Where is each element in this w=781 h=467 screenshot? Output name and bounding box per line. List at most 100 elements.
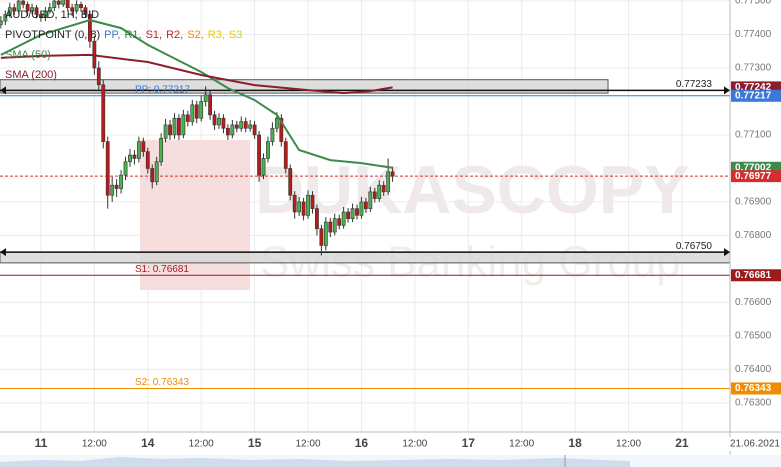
- y-tick-label: 0.76600: [735, 297, 772, 308]
- candle-body: [288, 168, 293, 196]
- candle-body: [194, 104, 199, 119]
- sma-axis-label: 0.77002: [735, 162, 772, 173]
- candle-body: [52, 0, 57, 9]
- x-tick-label: 12:00: [616, 439, 641, 450]
- pivot-axis-label-bg: [731, 269, 781, 282]
- x-tick-label: 14: [141, 436, 155, 450]
- y-tick-label: 0.76400: [735, 364, 772, 375]
- candle-body: [319, 228, 324, 246]
- candle-body: [377, 184, 382, 199]
- candle-body: [234, 124, 239, 129]
- navigator-area: [0, 457, 630, 467]
- pivot-legend-item: R1,: [124, 29, 141, 41]
- candle-body: [47, 7, 52, 12]
- pivot-legend-item: R3,: [208, 29, 225, 41]
- pivot-legend-name: PIVOTPOINT (0, 8): [5, 29, 100, 41]
- candle-body: [199, 101, 204, 119]
- candle-body: [337, 218, 342, 226]
- candle-body: [341, 211, 346, 226]
- y-tick-label: 0.76800: [735, 230, 772, 241]
- x-tick-label: 11: [35, 436, 48, 450]
- y-tick-label: 0.77500: [735, 0, 772, 7]
- date-label: 21.06.2021: [730, 439, 780, 450]
- candle-body: [252, 124, 257, 136]
- candle-body: [368, 191, 373, 209]
- x-tick-label: 21: [675, 436, 689, 450]
- candle-body: [230, 124, 235, 136]
- candle-body: [25, 4, 30, 12]
- candle-body: [332, 218, 337, 233]
- pivot-legend-item: S1,: [146, 29, 163, 41]
- pivot-legend-item: S3: [229, 29, 242, 41]
- candle-body: [21, 0, 26, 5]
- x-tick-label: 16: [355, 436, 369, 450]
- pivot-label: PP: 0.77217: [135, 84, 190, 95]
- pivot-axis-label: 0.76681: [735, 270, 772, 281]
- candle-body: [243, 121, 248, 129]
- candle-body: [168, 124, 172, 136]
- candle-body: [181, 114, 186, 136]
- candle-body: [61, 0, 66, 5]
- candle-body: [226, 127, 230, 136]
- candle-body: [141, 141, 146, 153]
- candle-body: [154, 161, 159, 183]
- candle-body: [110, 184, 115, 196]
- candle-body: [123, 161, 128, 176]
- candle-body: [283, 141, 288, 169]
- candle-body: [386, 171, 391, 193]
- candle-body: [74, 4, 79, 12]
- candle-body: [0, 20, 3, 25]
- date-label-bg: [728, 437, 781, 451]
- x-tick-label: 12:00: [296, 439, 321, 450]
- candle-body: [128, 154, 132, 163]
- pivot-legend-item: S2,: [187, 29, 204, 41]
- y-tick-label: 0.76500: [735, 331, 772, 342]
- y-tick-label: 0.76300: [735, 398, 772, 409]
- pivot-axis-label: 0.77217: [735, 90, 772, 101]
- candle-body: [261, 158, 266, 176]
- legend: AUD/USD, 1H, BID PIVOTPOINT (0, 8) PP, R1…: [5, 9, 242, 81]
- candle-body: [83, 7, 88, 15]
- candle-body: [350, 208, 355, 219]
- candle-body: [7, 7, 12, 15]
- candle-body: [172, 117, 177, 136]
- candle-body: [372, 191, 377, 199]
- candle-body: [208, 94, 212, 116]
- x-tick-label: 12:00: [509, 439, 534, 450]
- y-tick-label: 0.77400: [735, 29, 772, 40]
- candle-body: [114, 184, 119, 189]
- candle-body: [145, 151, 150, 169]
- zone-band: [0, 251, 730, 264]
- candle-body: [185, 114, 190, 122]
- candle-body: [177, 117, 181, 136]
- legend-title: AUD/USD, 1H, BID: [5, 9, 99, 21]
- y-tick-label: 0.76900: [735, 197, 772, 208]
- candle-body: [101, 84, 106, 142]
- candle-body: [346, 211, 350, 219]
- candle-body: [381, 184, 386, 193]
- x-tick-label: 18: [568, 436, 582, 450]
- sma-line: [0, 53, 393, 95]
- candle-body: [16, 0, 21, 12]
- candle-body: [297, 201, 302, 213]
- x-tick-label: 12:00: [189, 439, 214, 450]
- candle-body: [65, 0, 70, 9]
- y-tick-label: 0.77100: [735, 130, 772, 141]
- candle-body: [248, 124, 253, 129]
- candle-body: [390, 171, 395, 177]
- pivot-label: S2: 0.76343: [135, 377, 189, 388]
- candle-body: [355, 208, 359, 216]
- candle-body: [363, 201, 368, 209]
- candle-body: [79, 4, 83, 9]
- candle-body: [34, 7, 39, 15]
- candle-body: [306, 194, 310, 216]
- sma-line: [0, 19, 393, 169]
- candle-body: [292, 194, 297, 213]
- y-tick-label: 0.77300: [735, 63, 772, 74]
- candle-body: [203, 94, 208, 102]
- current-price-label: 0.76977: [735, 171, 772, 182]
- navigator: [0, 455, 781, 467]
- candle-body: [70, 7, 75, 12]
- candle-body: [159, 138, 164, 163]
